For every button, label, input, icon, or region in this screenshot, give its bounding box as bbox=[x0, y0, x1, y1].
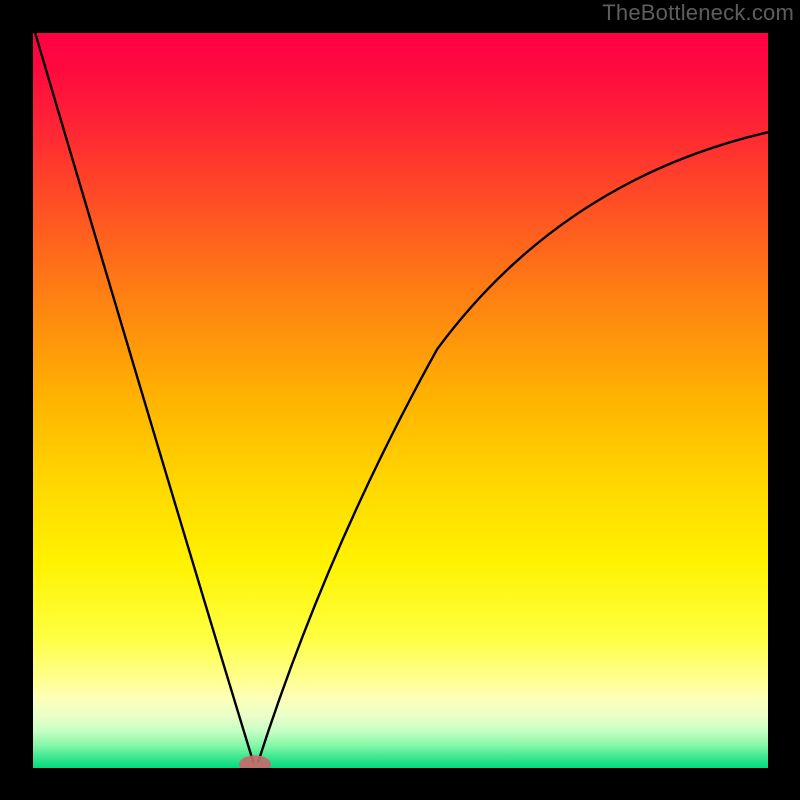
plot-svg bbox=[33, 33, 768, 768]
attribution-text: TheBottleneck.com bbox=[602, 0, 794, 26]
plot-area bbox=[33, 33, 768, 768]
chart-container: TheBottleneck.com bbox=[0, 0, 800, 800]
